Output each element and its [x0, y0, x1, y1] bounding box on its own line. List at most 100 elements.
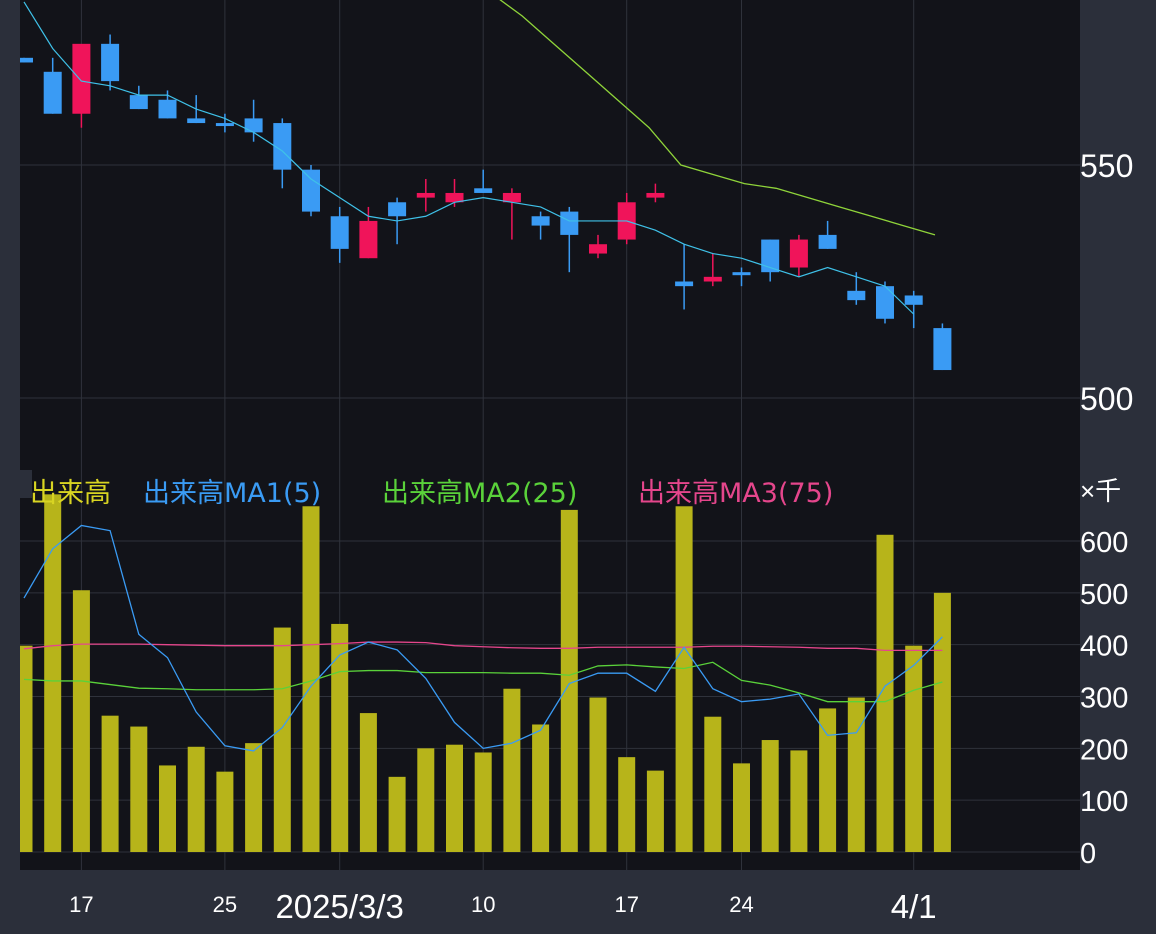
- x-tick-label: 10: [471, 892, 495, 917]
- candle-body: [904, 295, 923, 305]
- volume-bar: [474, 752, 492, 852]
- candle-body: [302, 169, 320, 212]
- volume-bar: [331, 623, 349, 852]
- candle-body: [646, 192, 665, 198]
- legend-entry: 出来高MA3(75): [638, 478, 833, 509]
- volume-tick-label: 0: [1080, 838, 1096, 870]
- candle-body: [330, 216, 349, 249]
- candle-body: [847, 290, 866, 301]
- candle-body: [72, 43, 91, 114]
- price-panel: 500 550: [20, 0, 1133, 468]
- candle-body: [445, 192, 464, 203]
- candle: [416, 178, 435, 212]
- volume-bar: [905, 645, 923, 852]
- candle: [101, 34, 120, 91]
- candle-body: [560, 211, 579, 235]
- candle-body: [502, 192, 521, 203]
- legend-marker-bg: [12, 470, 32, 498]
- x-axis: 17 25 2025/3/3 10 17 24 4/1: [69, 888, 936, 925]
- volume-bar: [618, 757, 636, 852]
- volume-unit-label: ×千: [1080, 476, 1121, 506]
- candle: [215, 113, 234, 133]
- candle-body: [416, 192, 435, 198]
- candle: [589, 234, 607, 259]
- volume-bar: [388, 776, 406, 852]
- legend-entry: 出来高MA1(5): [143, 478, 321, 509]
- volume-bar: [216, 771, 234, 852]
- x-tick-label: 25: [213, 892, 237, 917]
- volume-bar: [675, 506, 693, 852]
- candle: [904, 290, 923, 329]
- candle-body: [789, 239, 808, 268]
- x-tick-label: 24: [729, 892, 753, 917]
- candle-body: [43, 71, 62, 114]
- candle-body: [732, 272, 751, 276]
- legend-entry: 出来高: [30, 478, 111, 509]
- candle: [474, 169, 493, 193]
- volume-bar: [704, 716, 722, 852]
- x-tick-label: 17: [614, 892, 638, 917]
- price-plot-area: [20, 0, 1080, 468]
- candle-body: [703, 276, 722, 282]
- volume-ma1-line: [23, 524, 943, 752]
- candle-body: [876, 286, 894, 319]
- candle: [789, 234, 808, 277]
- candle: [531, 211, 550, 240]
- volume-bar: [159, 765, 176, 852]
- candle-body: [933, 328, 952, 371]
- volume-series-group: [20, 494, 951, 852]
- candle-body: [215, 123, 234, 127]
- volume-bar: [44, 494, 62, 852]
- volume-bar: [245, 743, 263, 852]
- legend-entry: 出来高MA2(25): [382, 478, 577, 509]
- volume-legend: 出来高 出来高MA1(5) 出来高MA2(25) 出来高MA3(75): [12, 470, 833, 509]
- candle: [302, 165, 320, 217]
- volume-bar: [187, 746, 205, 852]
- x-tick-label: 17: [69, 892, 93, 917]
- candle-body: [273, 123, 292, 170]
- candle: [847, 272, 866, 305]
- candle: [43, 57, 62, 114]
- candle: [502, 188, 521, 240]
- volume-bar: [733, 763, 750, 852]
- candle: [72, 43, 91, 128]
- volume-tick-label: 300: [1080, 683, 1128, 715]
- volume-tick-label: 100: [1080, 786, 1128, 818]
- candle: [703, 253, 722, 287]
- volume-tick-label: 600: [1080, 527, 1128, 559]
- candle: [330, 206, 349, 263]
- volume-bar: [359, 713, 377, 852]
- price-series-group: [20, 0, 952, 371]
- volume-bar: [417, 748, 435, 852]
- volume-bar: [273, 627, 291, 852]
- candle-body: [359, 220, 378, 259]
- candle: [273, 118, 292, 189]
- volume-panel: 0 100 200 300 400 500 600 ×千: [20, 468, 1128, 870]
- candle-body: [244, 118, 263, 133]
- volume-bar: [101, 715, 119, 852]
- candle-body: [675, 281, 694, 287]
- price-tick-label: 550: [1080, 148, 1133, 184]
- volume-ma2-line: [23, 661, 943, 703]
- volume-bar: [72, 590, 90, 852]
- volume-bar: [761, 740, 779, 852]
- volume-bar: [446, 744, 463, 852]
- volume-bar: [933, 592, 951, 852]
- volume-tick-label: 500: [1080, 579, 1128, 611]
- price-ma-long-line: [499, 0, 936, 236]
- volume-tick-label: 400: [1080, 631, 1128, 663]
- volume-bar: [560, 509, 578, 852]
- x-tick-label: 4/1: [891, 888, 937, 925]
- price-ma-short-line: [23, 1, 915, 315]
- candle: [129, 85, 148, 110]
- volume-bar: [130, 726, 148, 852]
- candle-body: [129, 95, 148, 110]
- candle: [20, 57, 33, 63]
- candle-body: [187, 118, 206, 124]
- candle-body: [818, 234, 837, 249]
- candle: [646, 183, 665, 203]
- candle-body: [589, 244, 607, 254]
- candle-body: [531, 216, 550, 226]
